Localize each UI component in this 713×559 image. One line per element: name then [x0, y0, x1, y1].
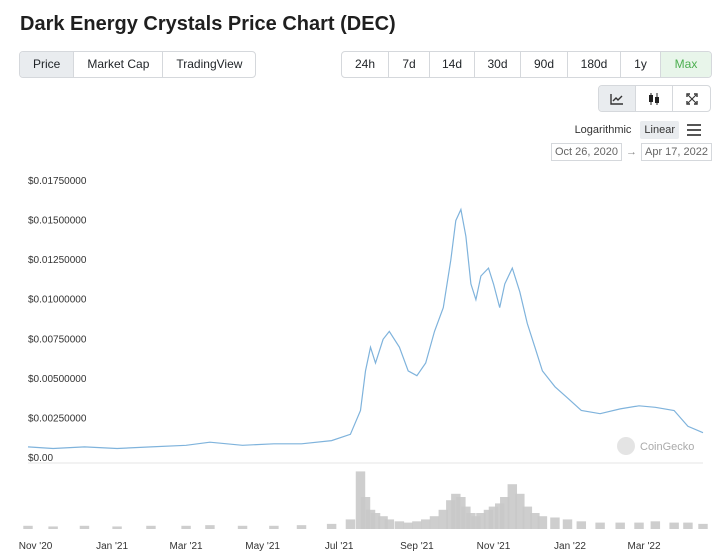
- volume-bar: [488, 506, 499, 529]
- watermark-text: CoinGecko: [640, 441, 694, 453]
- volume-bar: [384, 519, 395, 529]
- range-1y[interactable]: 1y: [621, 52, 661, 77]
- volume-bar: [634, 522, 644, 529]
- volume-bar: [269, 525, 279, 529]
- x-tick-label: Nov '20: [19, 541, 53, 552]
- volume-bar: [562, 519, 573, 529]
- x-tick-label: Sep '21: [400, 541, 434, 552]
- x-tick-label: Jan '22: [554, 541, 586, 552]
- y-tick-label: $0.00250000: [28, 413, 87, 424]
- view-toggle: [598, 85, 711, 112]
- line-chart-icon[interactable]: [599, 86, 636, 111]
- date-to-input[interactable]: Apr 17, 2022: [641, 143, 712, 161]
- tab-tradingview[interactable]: TradingView: [176, 57, 243, 71]
- volume-bar: [483, 509, 494, 529]
- x-tick-label: Mar '21: [170, 541, 203, 552]
- volume-bar: [296, 525, 307, 529]
- tab-market-cap[interactable]: Market Cap: [74, 52, 164, 77]
- y-tick-label: $0.00: [28, 453, 53, 464]
- price-chart[interactable]: $0.00 $0.00250000 $0.00500000 $0.00750000 $0…: [0, 165, 713, 559]
- volume-bar: [466, 513, 476, 529]
- volume-bar: [355, 471, 366, 529]
- y-tick-label: $0.01750000: [28, 176, 87, 187]
- volume-bar: [237, 525, 248, 529]
- volume-bar: [500, 497, 510, 529]
- volume-bar: [23, 525, 33, 529]
- volume-bar: [522, 506, 533, 529]
- date-range: Oct 26, 2020 → Apr 17, 2022: [551, 143, 712, 161]
- range-90d[interactable]: 90d: [521, 52, 568, 77]
- y-tick-label: $0.01250000: [28, 255, 87, 266]
- y-tick-label: $0.01500000: [28, 216, 87, 227]
- volume-bar: [326, 523, 337, 529]
- volume-bar: [370, 513, 381, 529]
- volume-bar: [446, 500, 456, 529]
- hamburger-menu-icon[interactable]: [687, 124, 701, 136]
- range-max[interactable]: Max: [661, 52, 711, 77]
- x-tick-label: Mar '22: [628, 541, 661, 552]
- volume-bar: [669, 522, 679, 529]
- price-line: [27, 207, 704, 450]
- range-180d[interactable]: 180d: [568, 52, 621, 77]
- volume-bar: [461, 506, 471, 529]
- fullscreen-icon[interactable]: [673, 86, 710, 111]
- volume-bar: [438, 509, 449, 529]
- volume-bar: [345, 519, 356, 529]
- volume-bar: [451, 493, 461, 529]
- volume-bar: [403, 522, 413, 529]
- volume-bar: [365, 509, 376, 529]
- chart-type-tabs: Price Market Cap TradingView: [19, 51, 257, 78]
- page-title: Dark Energy Crystals Price Chart (DEC): [20, 13, 396, 35]
- volume-bar: [79, 525, 90, 529]
- range-24h[interactable]: 24h: [342, 52, 389, 77]
- x-tick-label: Jul '21: [325, 541, 354, 552]
- range-30d[interactable]: 30d: [475, 52, 521, 77]
- volume-bar: [471, 516, 481, 529]
- volume-bar: [495, 503, 505, 529]
- volume-bar: [412, 521, 422, 529]
- y-tick-label: $0.01000000: [28, 295, 87, 306]
- volume-bar: [530, 513, 540, 529]
- volume-bar: [537, 516, 548, 529]
- volume-bar: [507, 484, 518, 529]
- tab-price[interactable]: Price: [20, 52, 75, 77]
- volume-bar: [650, 521, 661, 529]
- volume-bar: [576, 521, 587, 529]
- scale-toggle: Logarithmic Linear: [571, 121, 701, 139]
- volume-bar: [48, 526, 58, 529]
- volume-bar: [112, 526, 122, 529]
- volume-bar: [429, 516, 440, 529]
- volume-bar: [698, 523, 708, 529]
- logarithmic-option[interactable]: Logarithmic: [574, 124, 632, 136]
- volume-bar: [360, 497, 371, 529]
- volume-bar: [181, 525, 191, 529]
- volume-bar: [515, 493, 525, 529]
- linear-option[interactable]: Linear: [640, 121, 679, 139]
- volume-bar: [595, 522, 605, 529]
- range-tabs: 24h 7d 14d 30d 90d 180d 1y Max: [341, 51, 712, 78]
- x-tick-label: May '21: [245, 541, 280, 552]
- volume-bar: [476, 513, 486, 529]
- volume-bar: [205, 525, 215, 529]
- volume-bar: [683, 522, 693, 529]
- volume-bar: [378, 516, 388, 529]
- volume-bar: [420, 519, 431, 529]
- volume-bar: [394, 521, 405, 529]
- y-tick-label: $0.00750000: [28, 334, 87, 345]
- range-7d[interactable]: 7d: [389, 52, 430, 77]
- arrow-icon: →: [626, 146, 637, 158]
- volume-bar: [146, 525, 156, 529]
- date-from-input[interactable]: Oct 26, 2020: [551, 143, 622, 161]
- candlestick-icon[interactable]: [636, 86, 673, 111]
- coingecko-logo-icon: [617, 437, 635, 455]
- volume-bar: [456, 497, 466, 529]
- x-tick-label: Nov '21: [477, 541, 511, 552]
- x-tick-label: Jan '21: [96, 541, 128, 552]
- range-14d[interactable]: 14d: [430, 52, 475, 77]
- volume-bar: [550, 517, 560, 529]
- y-tick-label: $0.00500000: [28, 374, 87, 385]
- volume-bar: [615, 522, 625, 529]
